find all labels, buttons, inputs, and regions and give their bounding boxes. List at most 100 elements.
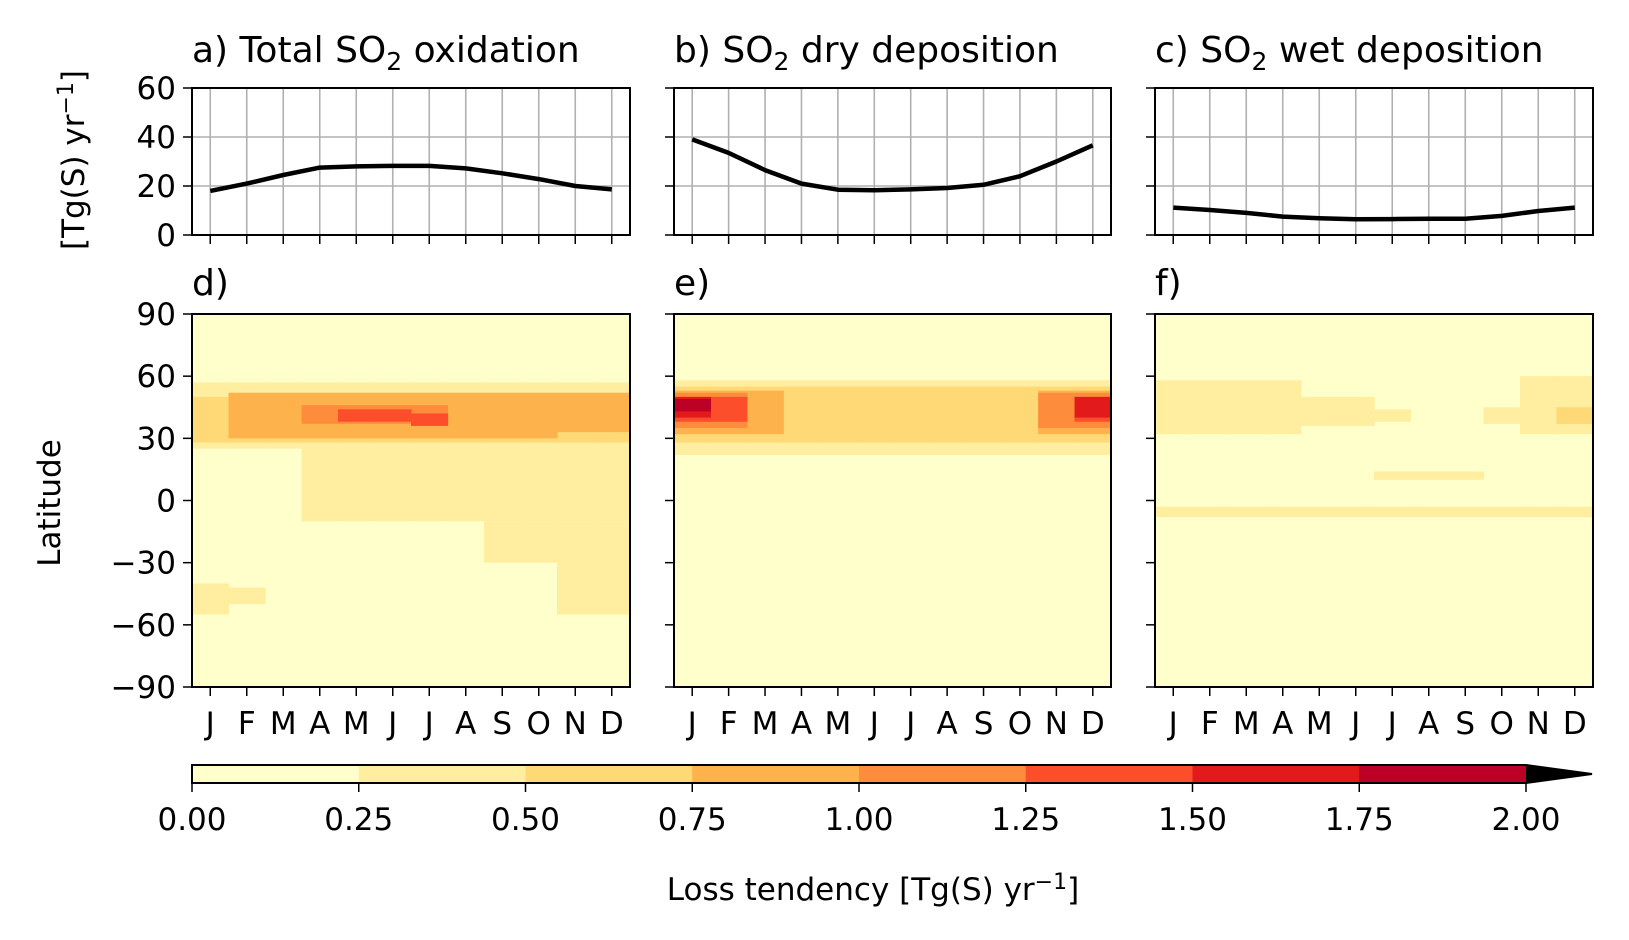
colorbar-tick-label: 1.00 — [824, 802, 893, 838]
heatmap-cell — [1447, 506, 1485, 518]
y-tick-label: 30 — [137, 421, 176, 457]
x-tick-label: S — [492, 706, 512, 742]
colorbar-segment — [1359, 765, 1527, 783]
heatmap-cell — [1556, 314, 1594, 687]
heatmap-cell — [1520, 314, 1558, 687]
heatmap-cell — [520, 521, 558, 563]
heatmap-cell — [1520, 376, 1558, 435]
y-tick-label: 60 — [137, 359, 176, 395]
panel-f-title: f) — [1155, 263, 1182, 304]
x-tick-label: O — [1008, 706, 1032, 742]
heatmap-cell — [1074, 314, 1112, 687]
y-tick-label: −90 — [111, 670, 176, 706]
heatmap-cell — [557, 562, 595, 615]
heatmap-cell — [819, 314, 857, 687]
heatmap-cell — [593, 521, 631, 563]
heatmap-cell — [484, 448, 522, 522]
heatmap-cell — [1191, 314, 1229, 687]
heatmap-cell — [674, 398, 712, 412]
heatmap-cell — [557, 392, 595, 433]
heatmap-cell — [228, 392, 266, 439]
y-tick-label: 60 — [137, 71, 176, 107]
heatmap-cell — [892, 386, 930, 443]
heatmap-cell — [1001, 314, 1039, 687]
heatmap-cell — [1483, 314, 1521, 687]
heatmap-cell — [593, 448, 631, 522]
heatmap-cell — [265, 314, 303, 687]
x-tick-label: N — [564, 706, 587, 742]
heatmap-cell — [674, 314, 712, 687]
heatmap-cell — [892, 314, 930, 687]
heatmap-cell — [593, 562, 631, 615]
panel-b-line-plot — [665, 87, 1112, 244]
heatmap-cell — [301, 405, 339, 424]
x-tick-label: M — [1233, 706, 1260, 742]
x-tick-label: M — [343, 706, 370, 742]
x-tick-label: M — [752, 706, 779, 742]
heatmap-cell — [856, 314, 894, 687]
heatmap-cell — [1337, 506, 1375, 518]
x-tick-label: O — [1490, 706, 1514, 742]
heatmap-cell — [1374, 409, 1412, 422]
heatmap-cell — [965, 386, 1003, 443]
x-tick-label: S — [974, 706, 994, 742]
heatmap-cell — [447, 392, 485, 439]
heatmap-cell — [1191, 380, 1229, 435]
plot-frame — [191, 313, 631, 688]
panel-d-title: d) — [192, 263, 229, 304]
heatmap-cell — [1228, 380, 1266, 435]
heatmap-cell — [1556, 407, 1594, 424]
heatmap-cell — [228, 314, 266, 687]
heatmap-cell — [783, 314, 821, 687]
x-tick-label: D — [600, 706, 624, 742]
heatmap-cell — [856, 386, 894, 443]
heatmap-cell — [484, 392, 522, 439]
heatmap-cell — [374, 409, 412, 422]
panel-c-line-plot — [1146, 87, 1594, 244]
x-tick-label: N — [1045, 706, 1068, 742]
heatmap-cell — [1264, 380, 1302, 435]
colorbar-tick-label: 0.75 — [658, 802, 727, 838]
heatmap-cell — [301, 448, 339, 522]
heatmap-cell — [593, 392, 631, 433]
heatmap-cell — [1228, 506, 1266, 518]
y-tick-label: 90 — [137, 297, 176, 333]
x-tick-label: F — [1201, 706, 1219, 742]
heatmap-cell — [374, 448, 412, 522]
colorbar-segment — [692, 765, 860, 783]
heatmap-cell — [1483, 407, 1521, 424]
heatmap-cell — [265, 392, 303, 439]
colorbar-segment — [859, 765, 1027, 783]
heatmap-cell — [1301, 396, 1339, 426]
x-tick-label: O — [527, 706, 551, 742]
x-tick-label: J — [386, 706, 397, 742]
colorbar-segment — [1025, 765, 1193, 783]
heatmap-cell — [228, 587, 266, 605]
colorbar-tick-label: 0.50 — [491, 802, 560, 838]
x-tick-label: M — [825, 706, 852, 742]
x-tick-label: J — [1386, 706, 1397, 742]
panel-c-title: c) SO2 wet deposition — [1155, 30, 1544, 76]
heatmap-cell — [1520, 506, 1558, 518]
x-tick-label: J — [204, 706, 215, 742]
panel-a-line-plot: 0 20 40 60 — [137, 71, 631, 254]
y-tick-label: −30 — [111, 546, 176, 582]
y-tick-label: 0 — [156, 484, 176, 520]
heatmap-cell — [557, 448, 595, 522]
heatmap-cell — [1374, 506, 1412, 518]
heatmap-cell — [1301, 314, 1339, 687]
x-tick-label: S — [1455, 706, 1475, 742]
heatmap-cell — [338, 448, 376, 522]
heatmap-cell — [1074, 396, 1112, 418]
colorbar-segment — [358, 765, 526, 783]
heatmap-cell — [1374, 314, 1412, 687]
heatmap-cell — [1301, 506, 1339, 518]
x-tick-label: M — [270, 706, 297, 742]
x-tick-label: J — [686, 706, 697, 742]
heatmap-cell — [965, 314, 1003, 687]
colorbar-label: Loss tendency [Tg(S) yr−1] — [667, 870, 1079, 908]
plot-frame — [1154, 313, 1594, 688]
heatmap-cell — [1447, 471, 1485, 480]
top-y-axis-label: [Tg(S) yr−1] — [54, 70, 92, 250]
